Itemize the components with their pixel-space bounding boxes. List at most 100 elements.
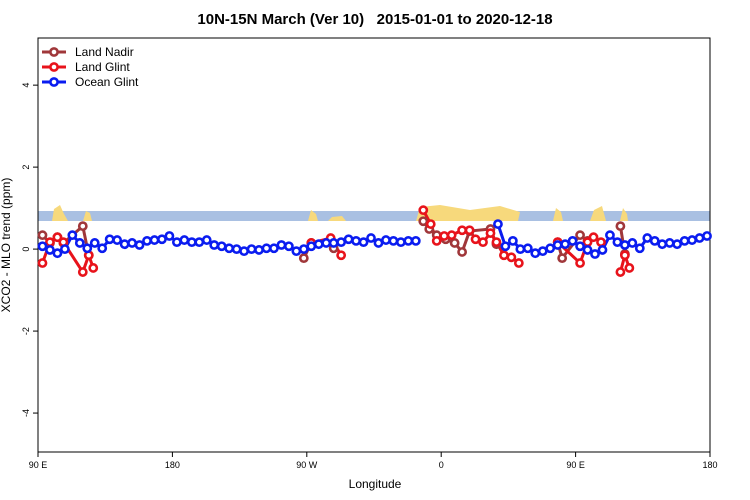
- data-point: [254, 245, 264, 255]
- data-point: [457, 247, 468, 257]
- data-point: [67, 230, 78, 241]
- data-point: [37, 230, 48, 241]
- data-point: [127, 238, 137, 248]
- data-point: [657, 239, 668, 250]
- data-point: [157, 234, 167, 245]
- data-point: [119, 239, 130, 250]
- data-point: [186, 237, 197, 248]
- data-point: [209, 240, 220, 250]
- data-point: [582, 245, 593, 255]
- data-point: [567, 236, 578, 246]
- y-tick-label: 0: [21, 247, 31, 252]
- data-point: [457, 225, 468, 236]
- data-point: [403, 236, 414, 246]
- data-point: [449, 238, 460, 248]
- data-point: [545, 243, 556, 254]
- x-tick-label: 90 E: [566, 460, 585, 470]
- legend-label: Land Glint: [75, 60, 130, 74]
- data-point: [194, 237, 205, 248]
- data-point: [431, 236, 442, 246]
- data-point: [366, 233, 376, 243]
- data-point: [605, 230, 615, 241]
- data-point: [664, 238, 675, 248]
- data-point: [418, 216, 429, 227]
- data-point: [77, 221, 88, 232]
- data-point: [104, 234, 115, 245]
- legend-marker: [49, 47, 59, 57]
- data-point: [201, 235, 212, 245]
- data-point: [298, 244, 309, 254]
- data-point: [59, 244, 70, 254]
- data-point: [97, 243, 108, 254]
- data-point: [513, 258, 524, 268]
- legend-marker: [49, 77, 59, 87]
- data-point: [642, 233, 653, 243]
- data-point: [283, 241, 294, 252]
- data-point: [575, 241, 585, 252]
- data-point: [506, 252, 517, 263]
- data-point: [522, 243, 533, 254]
- data-point: [649, 236, 660, 246]
- y-tick-label: 2: [21, 165, 31, 170]
- data-point: [687, 235, 697, 245]
- data-point: [164, 231, 175, 241]
- data-point: [269, 243, 279, 254]
- data-point: [612, 237, 623, 248]
- data-point: [530, 248, 541, 259]
- legend-marker: [49, 62, 59, 72]
- data-point: [45, 237, 55, 248]
- data-point: [464, 225, 475, 236]
- legend-label: Land Nadir: [75, 45, 134, 59]
- y-tick-label: -4: [21, 409, 31, 417]
- data-point: [702, 231, 712, 241]
- data-point: [575, 258, 585, 268]
- map-strip: [38, 205, 710, 221]
- data-point: [276, 240, 287, 250]
- data-point: [627, 238, 638, 248]
- data-point: [239, 246, 249, 257]
- data-point: [381, 235, 391, 245]
- data-point: [231, 244, 242, 254]
- data-point: [246, 244, 257, 254]
- data-point: [507, 236, 518, 246]
- data-point: [343, 234, 354, 245]
- data-point: [485, 228, 496, 239]
- data-point: [291, 246, 302, 257]
- data-point: [142, 236, 152, 246]
- data-point: [672, 239, 683, 250]
- legend-label: Ocean Glint: [75, 75, 139, 89]
- x-tick-label: 180: [165, 460, 180, 470]
- data-point: [89, 238, 100, 248]
- data-point: [515, 244, 526, 254]
- data-point: [560, 239, 571, 250]
- x-axis-label: Longitude: [349, 477, 402, 491]
- data-point: [491, 237, 502, 248]
- data-point: [112, 235, 123, 245]
- data-point: [395, 237, 406, 248]
- data-point: [321, 238, 332, 248]
- data-point: [575, 230, 585, 241]
- data-point: [351, 236, 361, 246]
- data-point: [446, 230, 457, 241]
- data-point: [306, 241, 317, 252]
- data-point: [439, 231, 450, 241]
- data-point: [590, 249, 600, 259]
- data-point: [88, 263, 99, 273]
- data-point: [313, 239, 324, 250]
- data-point: [134, 240, 145, 250]
- y-tick-label: -2: [21, 327, 31, 335]
- data-point: [171, 237, 182, 248]
- data-point: [596, 237, 606, 248]
- data-point: [82, 243, 93, 254]
- x-tick-label: 180: [702, 460, 717, 470]
- data-point: [425, 219, 436, 229]
- data-point: [619, 240, 630, 250]
- y-tick-label: 4: [21, 83, 31, 88]
- data-point: [619, 250, 630, 261]
- data-point: [328, 238, 339, 248]
- data-point: [298, 253, 309, 264]
- data-point: [552, 240, 563, 250]
- data-point: [149, 235, 160, 245]
- data-point: [410, 236, 421, 246]
